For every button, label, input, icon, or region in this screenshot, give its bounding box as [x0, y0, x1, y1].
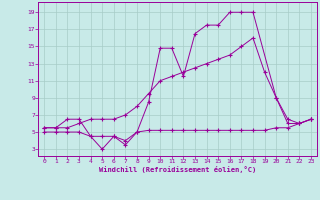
X-axis label: Windchill (Refroidissement éolien,°C): Windchill (Refroidissement éolien,°C)	[99, 166, 256, 173]
